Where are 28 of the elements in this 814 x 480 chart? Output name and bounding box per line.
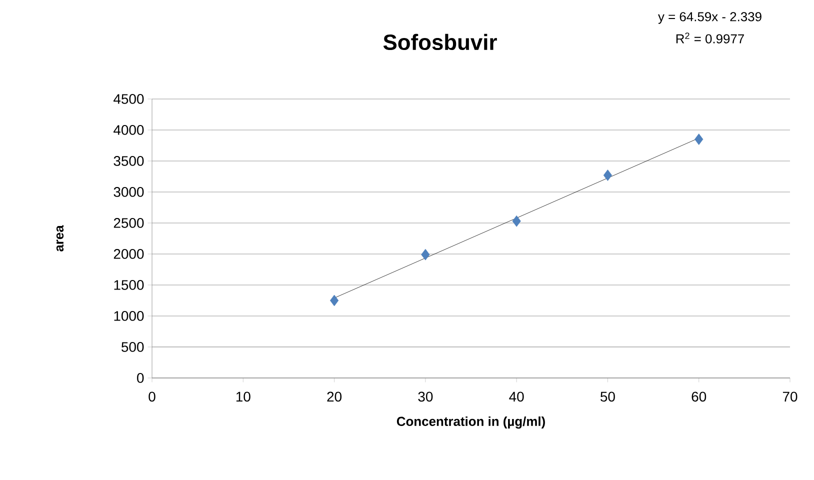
point: [694, 134, 704, 145]
x-tick-label: 10: [236, 392, 250, 402]
x-tick-label: 20: [327, 392, 342, 402]
x-tick-label: 50: [600, 392, 615, 402]
text: R$^{2}$ = 0.9977: [676, 32, 744, 44]
y-tick-label: 500: [122, 342, 144, 352]
x-tick-label: 60: [692, 392, 706, 402]
x-tick-label: 30: [418, 392, 433, 402]
y-tick-label: 0: [137, 373, 144, 383]
y-tick-label: 4500: [114, 94, 144, 104]
point: [421, 248, 430, 260]
y-tick-label: 2000: [114, 249, 144, 259]
point: [330, 294, 339, 306]
y-tick-label: 3000: [114, 187, 144, 197]
y-axis-title: area: [56, 225, 64, 252]
y-tick-label: 2500: [114, 218, 144, 228]
text: y = 64.59x - 2.339: [658, 12, 762, 24]
x-tick-label: 70: [782, 392, 798, 402]
x-axis-title: Concentration in (µg/ml): [396, 416, 545, 429]
y-tick-label: 1500: [114, 280, 144, 290]
chart-title: Sofosbuvir: [383, 34, 497, 50]
point: [512, 215, 521, 227]
point: [603, 170, 612, 181]
x-tick-label: 0: [148, 392, 156, 402]
x-tick-label: 40: [509, 392, 524, 402]
y-tick-label: 1000: [114, 311, 144, 321]
y-tick-label: 4000: [114, 125, 144, 135]
y-tick-label: 3500: [114, 156, 144, 166]
